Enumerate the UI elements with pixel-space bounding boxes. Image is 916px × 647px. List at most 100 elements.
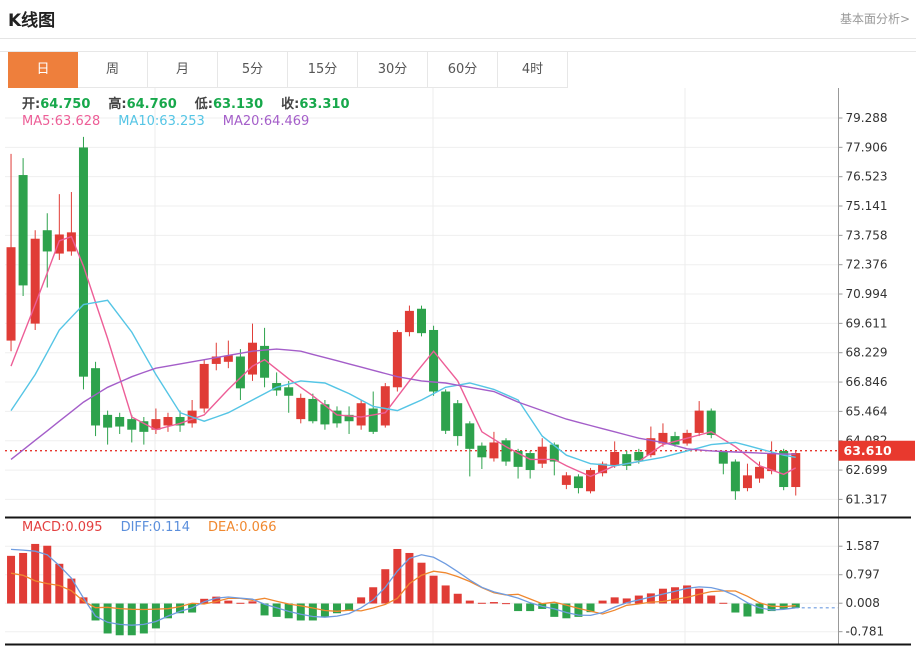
candle[interactable] [30,230,40,330]
candle[interactable] [18,158,28,297]
macd-bar[interactable] [429,575,438,604]
candles-layer[interactable] [6,136,801,500]
candle[interactable] [91,361,101,437]
tab-3[interactable]: 月 [148,52,218,88]
macd-bar[interactable] [345,603,354,611]
candle[interactable] [501,438,511,466]
macd-bar[interactable] [296,603,305,621]
macd-bar[interactable] [212,596,221,604]
macd-bar[interactable] [7,555,16,604]
candle[interactable] [6,153,16,352]
candle[interactable] [175,410,185,432]
candle[interactable] [742,463,752,492]
candle[interactable] [42,213,52,288]
macd-bar[interactable] [31,543,40,604]
fundamental-analysis-link[interactable]: 基本面分析> [839,12,910,26]
candle[interactable] [103,410,113,445]
candle[interactable] [115,412,125,434]
macd-bar[interactable] [622,598,631,604]
macd-bar[interactable] [562,603,571,619]
candle[interactable] [670,431,680,447]
candle[interactable] [586,467,596,494]
macd-bar[interactable] [224,600,233,604]
candle[interactable] [755,461,765,483]
macd-bar[interactable] [695,588,704,604]
candle[interactable] [453,400,463,446]
macd-bar[interactable] [417,562,426,604]
candle[interactable] [344,406,354,434]
candle[interactable] [296,393,306,424]
candle[interactable] [380,383,390,428]
macd-bar[interactable] [236,602,245,604]
tab-1[interactable]: 日 [8,52,78,88]
candle[interactable] [610,441,620,468]
tab-4[interactable]: 5分 [218,52,288,88]
tab-8[interactable]: 4时 [498,52,568,88]
candle[interactable] [260,327,270,388]
macd-bar[interactable] [514,603,523,612]
candle[interactable] [139,416,149,445]
macd-bar[interactable] [707,595,716,604]
macd-bar[interactable] [453,593,462,604]
candle[interactable] [477,442,487,469]
candle[interactable] [622,450,632,471]
tab-7[interactable]: 60分 [428,52,498,88]
macd-bar[interactable] [610,597,619,604]
macd-bar[interactable] [357,597,366,604]
candle[interactable] [730,459,740,500]
candle[interactable] [78,136,88,390]
candle[interactable] [417,305,426,337]
candle[interactable] [525,450,535,479]
candle[interactable] [694,401,704,437]
macd-bar[interactable] [477,602,486,604]
candle[interactable] [441,389,451,434]
macd-bar[interactable] [19,552,28,604]
candle[interactable] [235,349,245,401]
macd-bar[interactable] [743,603,752,617]
macd-bar[interactable] [272,603,281,617]
candle[interactable] [332,406,342,428]
candle[interactable] [767,441,777,475]
macd-bar[interactable] [308,603,317,621]
macd-bar[interactable] [502,603,511,605]
macd-bar[interactable] [755,603,764,614]
candle[interactable] [368,391,378,434]
candle[interactable] [127,414,137,443]
candle[interactable] [573,474,583,494]
macd-bar[interactable] [393,548,402,604]
macd-bar[interactable] [586,603,595,613]
macd-bar[interactable] [176,603,185,614]
candle[interactable] [247,323,257,381]
candle[interactable] [284,380,294,413]
candle[interactable] [537,438,547,468]
macd-bar[interactable] [151,603,160,629]
candle[interactable] [66,192,76,256]
macd-bar[interactable] [791,603,800,608]
macd-bar[interactable] [43,545,52,604]
macd-bar[interactable] [646,593,655,604]
macd-bar[interactable] [91,603,100,621]
candle[interactable] [404,305,414,337]
chart-svg[interactable]: 79.288 77.906 76.523 75.141 73.758 72.376 70.9… [0,88,916,647]
macd-bar[interactable] [163,603,172,619]
candle[interactable] [561,472,571,490]
macd-bar[interactable] [550,603,559,617]
macd-bar[interactable] [767,603,776,612]
macd-bar[interactable] [115,603,124,636]
macd-bar[interactable] [598,600,607,604]
macd-bar[interactable] [139,603,148,634]
candle[interactable] [791,450,801,496]
macd-bar[interactable] [103,603,112,634]
candle[interactable] [356,400,366,430]
candle[interactable] [187,400,197,428]
macd-bar[interactable] [526,603,535,612]
macd-bar[interactable] [127,603,136,636]
candle[interactable] [392,329,402,392]
macd-bar[interactable] [441,585,450,604]
candle[interactable] [211,342,221,371]
candle[interactable] [706,408,716,439]
tab-2[interactable]: 周 [78,52,148,88]
macd-bar[interactable] [489,602,498,604]
macd-bar[interactable] [332,603,341,614]
macd-bar[interactable] [658,588,667,604]
